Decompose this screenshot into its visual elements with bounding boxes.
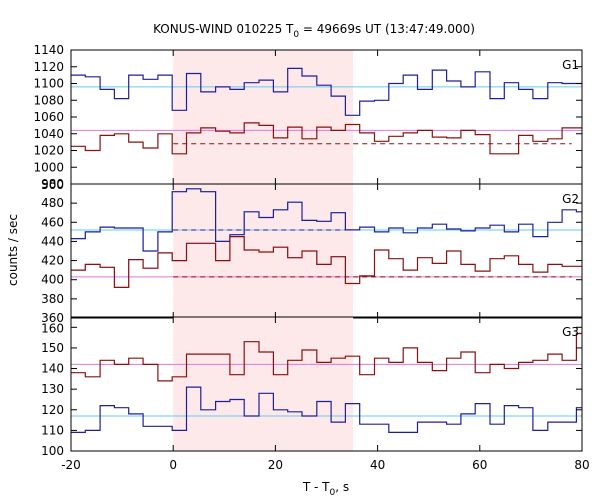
y-tick-label: 1020 (33, 144, 64, 158)
y-tick-label: 1100 (33, 77, 64, 91)
panel-plot-area (71, 332, 582, 433)
y-tick-label: 460 (41, 215, 64, 229)
x-tick-label: 20 (268, 458, 283, 472)
y-tick-label: 150 (41, 341, 64, 355)
high-band-light-curve (71, 67, 582, 116)
y-tick-label: 400 (41, 273, 64, 287)
panel-plot-area (71, 188, 582, 288)
x-tick-label: -20 (61, 458, 81, 472)
low-band-light-curve (71, 236, 582, 288)
x-tick-label: 0 (169, 458, 177, 472)
panel-plot-area (71, 67, 582, 155)
y-tick-label: 100 (41, 444, 64, 458)
panel-label: G1 (562, 58, 579, 72)
y-tick-label: 1040 (33, 127, 64, 141)
panel-label: G3 (562, 325, 579, 339)
x-axis-label: T - T0, s (302, 480, 349, 498)
burst-interval-highlight (173, 50, 354, 184)
y-tick-label: 130 (41, 382, 64, 396)
burst-interval-highlight (173, 317, 354, 451)
y-tick-label: 980 (41, 177, 64, 191)
panel-g1: 980 1000 1020 1040 1060 1080 1100 1120 1140 G1 (33, 43, 583, 191)
y-tick-label: 360 (41, 311, 64, 325)
high-band-light-curve (71, 188, 582, 252)
panel-g2: 360 380 400 420 440 460 480 500 G2 (41, 178, 583, 325)
y-tick-label: 500 (41, 178, 64, 192)
y-tick-label: 440 (41, 234, 64, 248)
y-axis-label: counts / sec (6, 214, 20, 286)
y-tick-label: 140 (41, 362, 64, 376)
y-tick-label: 380 (41, 292, 64, 306)
chart-title: KONUS-WIND 010225 T0 = 49669s UT (13:47:… (153, 22, 475, 40)
y-tick-label: 480 (41, 196, 64, 210)
y-tick-label: 120 (41, 403, 64, 417)
y-tick-label: 1000 (33, 160, 64, 174)
y-tick-label: 1080 (33, 93, 64, 107)
burst-interval-highlight (173, 184, 354, 318)
low-band-light-curve (71, 122, 582, 155)
x-tick-label: 80 (574, 458, 589, 472)
panel-frame (70, 316, 583, 452)
y-tick-label: 1120 (33, 60, 64, 74)
x-tick-label: 60 (472, 458, 487, 472)
panel-g3: 100 110 120 130 140 150 160 G3 (41, 316, 583, 458)
low-band-light-curve (71, 332, 582, 382)
panels: 98010001020104010601080110011201140G1360… (33, 43, 589, 472)
panel-label: G2 (562, 192, 579, 206)
y-tick-label: 1140 (33, 43, 64, 57)
high-band-light-curve (71, 386, 582, 433)
x-tick-label: 40 (370, 458, 385, 472)
y-tick-label: 420 (41, 254, 64, 268)
y-tick-label: 1060 (33, 110, 64, 124)
y-tick-label: 160 (41, 321, 64, 335)
y-tick-label: 110 (41, 423, 64, 437)
